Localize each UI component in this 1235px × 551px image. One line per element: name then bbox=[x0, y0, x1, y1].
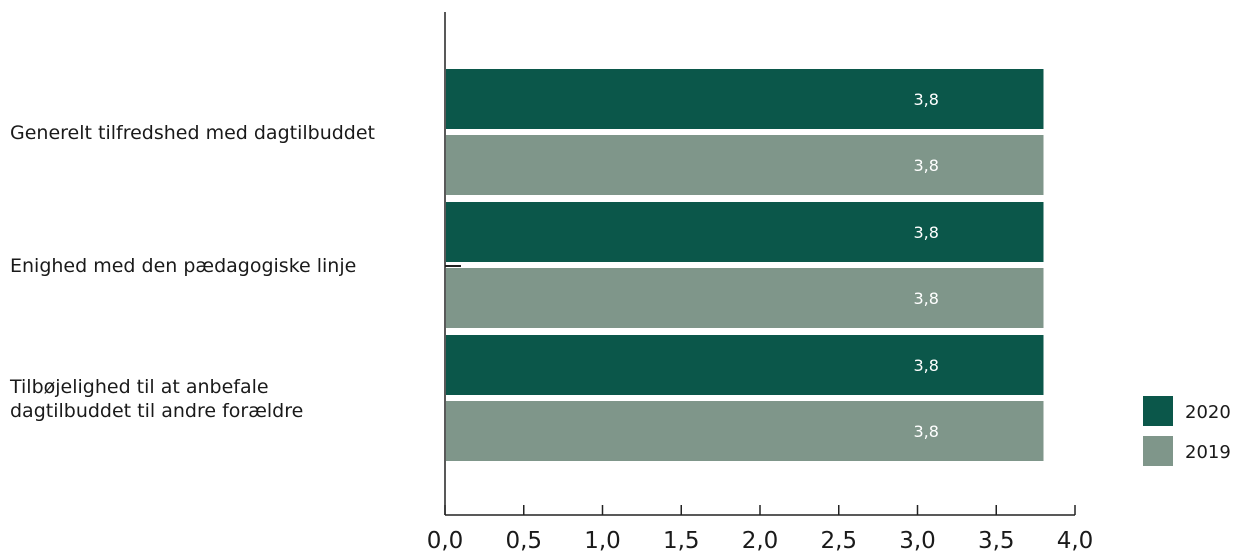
legend: 2020 2019 bbox=[1143, 396, 1231, 466]
category-label-2: Enighed med den pædagogiske linje bbox=[10, 255, 356, 277]
x-axis: 0,0 0,5 1,0 1,5 2,0 2,5 3,0 3,5 4,0 bbox=[427, 12, 1094, 551]
data-label-2019-2: 3,8 bbox=[914, 289, 939, 308]
bar-2020-3 bbox=[446, 335, 1044, 395]
data-label-2020-1: 3,8 bbox=[914, 90, 939, 109]
x-tick-label: 4,0 bbox=[1057, 528, 1094, 551]
bar-2019-2 bbox=[446, 268, 1044, 328]
category-labels: Generelt tilfredshed med dagtilbuddet Eni… bbox=[9, 122, 375, 422]
data-label-2019-1: 3,8 bbox=[914, 156, 939, 175]
x-tick-label: 3,0 bbox=[899, 528, 936, 551]
x-tick-label: 1,0 bbox=[584, 528, 621, 551]
data-label-2020-3: 3,8 bbox=[914, 356, 939, 375]
bar-2020-2 bbox=[446, 202, 1044, 262]
legend-swatch-2020 bbox=[1143, 396, 1173, 426]
data-label-2020-2: 3,8 bbox=[914, 223, 939, 242]
x-tick-label: 2,0 bbox=[742, 528, 779, 551]
x-tick-label: 1,5 bbox=[663, 528, 700, 551]
bar-2020-1 bbox=[446, 69, 1044, 129]
bar-2019-3 bbox=[446, 401, 1044, 461]
bar-2019-1 bbox=[446, 135, 1044, 195]
category-label-3: Tilbøjelighed til at anbefale dagtilbudde… bbox=[9, 376, 303, 422]
x-tick-label: 0,0 bbox=[427, 528, 464, 551]
legend-label-2019: 2019 bbox=[1185, 442, 1231, 463]
category-label-1: Generelt tilfredshed med dagtilbuddet bbox=[10, 122, 375, 144]
x-tick-label: 0,5 bbox=[505, 528, 542, 551]
legend-swatch-2019 bbox=[1143, 436, 1173, 466]
x-tick-label: 2,5 bbox=[820, 528, 857, 551]
x-tick-label: 3,5 bbox=[978, 528, 1015, 551]
bars-group: 3,8 3,8 3,8 3,8 3,8 3,8 bbox=[446, 69, 1044, 461]
data-label-2019-3: 3,8 bbox=[914, 422, 939, 441]
legend-label-2020: 2020 bbox=[1185, 402, 1231, 423]
